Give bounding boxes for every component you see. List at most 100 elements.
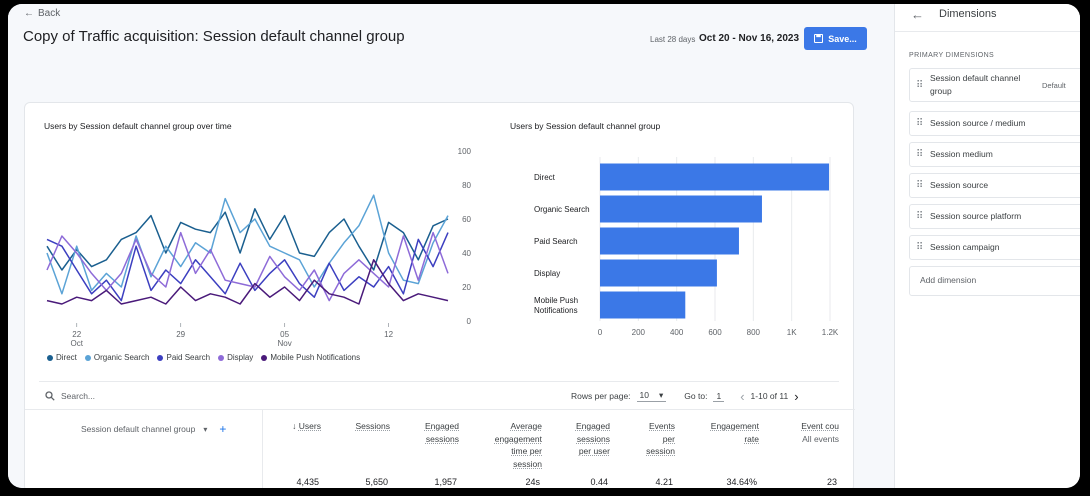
legend-item[interactable]: Direct <box>47 353 77 362</box>
drag-handle-icon[interactable]: ⠿ <box>916 211 923 222</box>
column-header-label: per <box>662 433 675 444</box>
column-header[interactable]: Average engagement time per session <box>495 420 542 470</box>
bar[interactable] <box>600 163 830 191</box>
column-header[interactable]: ↓ Users <box>292 420 321 433</box>
page-title: Copy of Traffic acquisition: Session def… <box>23 28 405 45</box>
column-header-label: Event cou <box>801 421 839 431</box>
total-cell: 0.44 <box>590 477 608 487</box>
total-cell: 5,650 <box>365 477 388 487</box>
x-tick-month: Nov <box>278 339 292 348</box>
dimension-item[interactable]: ⠿ Session campaign <box>909 235 1080 260</box>
category-label: Organic Search <box>534 205 590 214</box>
legend-label: Direct <box>56 353 77 362</box>
total-cell: 4.21 <box>655 477 673 487</box>
drag-handle-icon[interactable]: ⠿ <box>916 180 923 191</box>
dimension-label: Session campaign <box>930 242 1000 252</box>
section-label: PRIMARY DIMENSIONS <box>909 52 995 59</box>
column-header-label: Engaged <box>575 421 610 431</box>
legend-label: Mobile Push Notifications <box>270 353 361 362</box>
panel-title: Dimensions <box>939 8 997 20</box>
column-header[interactable]: Sessions <box>356 420 391 433</box>
total-cell: 1,957 <box>434 477 457 487</box>
save-button[interactable]: Save... <box>804 27 867 50</box>
report-editor: ← Back Copy of Traffic acquisition: Sess… <box>8 4 894 488</box>
column-separator <box>262 409 263 488</box>
date-preset-label: Last 28 days <box>650 35 696 44</box>
legend-item[interactable]: Paid Search <box>157 353 210 362</box>
x-tick-label: 600 <box>708 328 722 337</box>
dimension-label: Session source platform <box>930 211 1022 221</box>
legend-swatch <box>261 354 268 361</box>
date-range-picker[interactable]: Oct 20 - Nov 16, 2023 <box>699 33 800 44</box>
dimension-item[interactable]: ⠿ Session source / medium <box>909 111 1080 136</box>
bar[interactable] <box>600 227 739 255</box>
column-header-label: session <box>646 446 675 456</box>
arrow-left-icon[interactable]: ← <box>911 7 924 22</box>
drag-handle-icon[interactable]: ⠿ <box>916 118 923 129</box>
column-header[interactable]: Engaged sessions per user <box>576 420 610 458</box>
column-header-label: Events <box>649 421 675 431</box>
column-header[interactable]: Events per session <box>646 420 675 458</box>
goto-input[interactable]: 1 <box>713 391 725 402</box>
y-tick-label: 0 <box>467 317 472 326</box>
add-dimension-dropdown[interactable]: Add dimension <box>909 266 1080 296</box>
drag-handle-icon[interactable]: ⠿ <box>916 79 923 91</box>
column-header[interactable]: Engaged sessions <box>425 420 459 445</box>
legend-item[interactable]: Display <box>218 353 253 362</box>
prev-page-icon[interactable]: ‹ <box>740 388 745 404</box>
dimension-item[interactable]: ⠿ Session source <box>909 173 1080 198</box>
table-search[interactable]: Search... <box>45 391 95 401</box>
x-tick-label: 1K <box>787 328 797 337</box>
bar[interactable] <box>600 195 762 223</box>
page-range: 1-10 of 11 <box>750 391 789 401</box>
back-link[interactable]: ← Back <box>24 8 60 19</box>
legend-swatch <box>218 354 225 361</box>
add-icon[interactable]: + <box>219 422 227 436</box>
legend-label: Organic Search <box>93 353 150 362</box>
pagination: Rows per page: 10 ▾ Go to: 1 ‹ 1-10 of 11… <box>571 386 799 406</box>
dimension-item[interactable]: ⠿ Session source platform <box>909 204 1080 229</box>
drag-handle-icon[interactable]: ⠿ <box>916 242 923 253</box>
bar[interactable] <box>600 259 717 287</box>
column-header-label: sessions <box>576 433 610 444</box>
legend-swatch <box>157 354 164 361</box>
x-tick-label: 12 <box>384 330 393 339</box>
series-line[interactable] <box>46 232 449 302</box>
legend-item[interactable]: Mobile Push Notifications <box>261 353 360 362</box>
column-header[interactable]: Engagement rate <box>711 420 759 445</box>
legend-swatch <box>47 354 53 361</box>
next-page-icon[interactable]: › <box>794 388 799 404</box>
series-line[interactable] <box>46 259 449 305</box>
series-line[interactable] <box>46 194 449 295</box>
legend-swatch <box>84 354 91 361</box>
rows-per-page-select[interactable]: 10 ▾ <box>636 390 667 402</box>
bar[interactable] <box>600 291 686 319</box>
save-icon <box>814 34 824 43</box>
column-header-label: session <box>513 458 542 469</box>
category-label: Paid Search <box>534 237 578 246</box>
category-label: Mobile Push <box>534 296 578 305</box>
column-header[interactable]: Event cou All events <box>801 420 839 445</box>
add-dimension-label: Add dimension <box>920 275 977 285</box>
line-chart-legend: Direct Organic Search Paid Search Display Mo… <box>47 353 360 362</box>
y-tick-label: 80 <box>462 181 471 190</box>
divider <box>39 381 839 382</box>
search-input[interactable]: Search... <box>61 391 96 401</box>
dimension-label: Session default channel group <box>930 73 1021 96</box>
dimension-column-header[interactable]: Session default channel group ▾ + <box>81 422 226 436</box>
dimension-item[interactable]: ⠿ Session default channel group Default <box>909 68 1080 102</box>
column-header-label: Users <box>298 421 321 431</box>
series-line[interactable] <box>46 231 449 302</box>
series-line[interactable] <box>46 208 449 271</box>
search-icon <box>45 391 55 401</box>
legend-item[interactable]: Organic Search <box>84 353 150 362</box>
legend-label: Paid Search <box>166 353 211 362</box>
column-subheader: All events <box>802 433 839 444</box>
default-badge: Default <box>1042 80 1066 90</box>
dimension-label: Session source / medium <box>930 118 1026 128</box>
dimension-item[interactable]: ⠿ Session medium <box>909 142 1080 167</box>
drag-handle-icon[interactable]: ⠿ <box>916 149 923 160</box>
bar-chart-title: Users by Session default channel group <box>510 121 661 131</box>
x-tick-label: 400 <box>670 328 684 337</box>
x-tick-label: 05 <box>280 330 289 339</box>
